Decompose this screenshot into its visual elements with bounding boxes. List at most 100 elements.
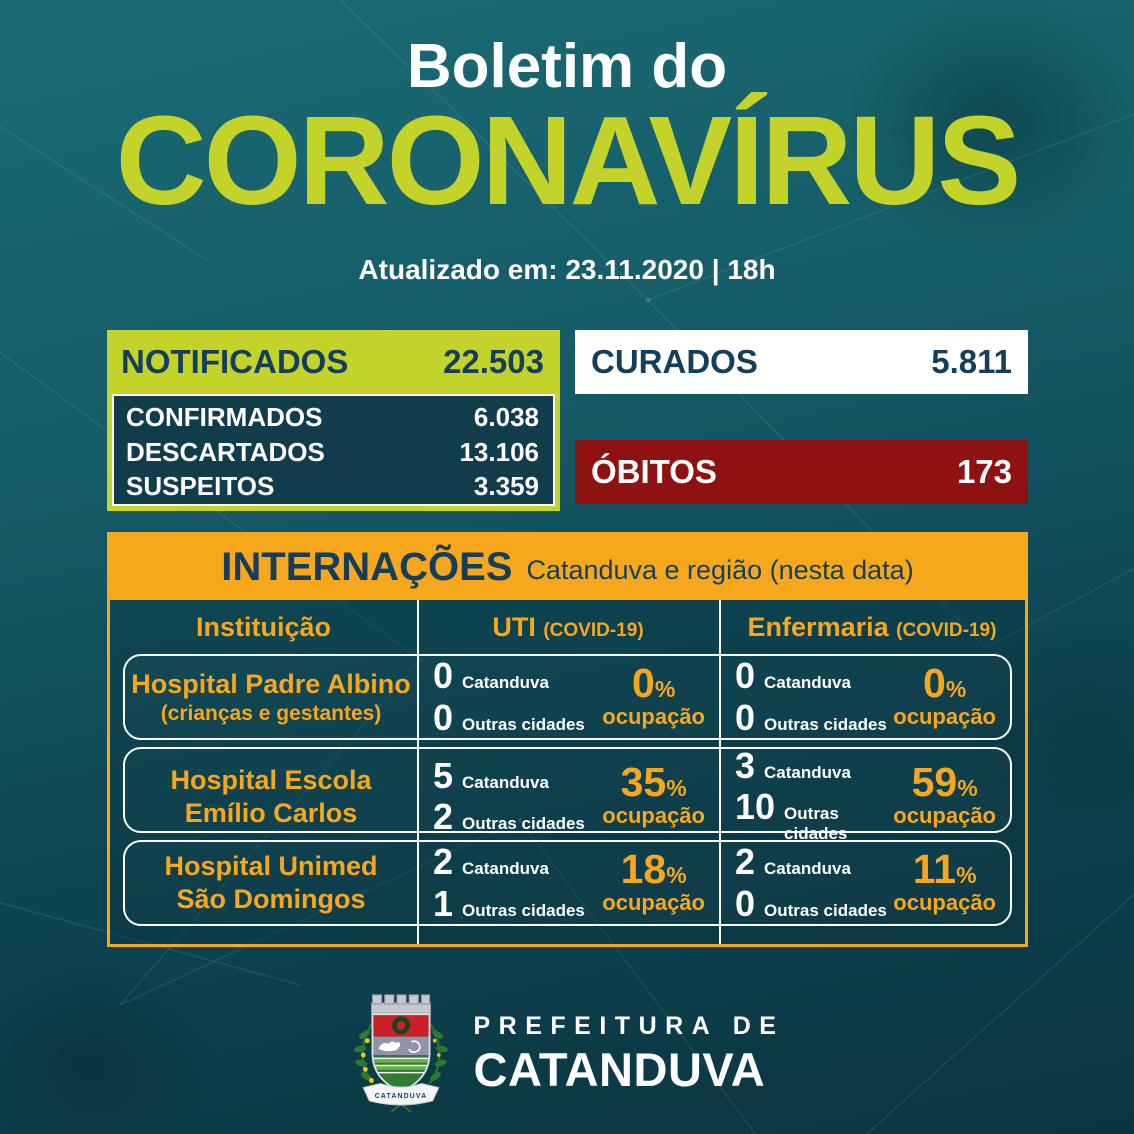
count-catanduva: 0 Catanduva — [433, 655, 585, 697]
occupancy-label: ocupação — [893, 703, 996, 729]
count-catanduva: 2 Catanduva — [433, 841, 585, 883]
enfermaria-counts: 0 Catanduva 0 Outras cidades — [735, 655, 887, 738]
column-header-enfermaria: Enfermaria (COVID-19) — [719, 612, 1025, 643]
obitos-value: 173 — [956, 453, 1012, 490]
table-row-hospital-unimed-sao-domingos: Hospital Unimed São Domingos 2 Catanduva… — [123, 840, 1012, 926]
obitos-panel: ÓBITOS 173 — [575, 440, 1028, 504]
enfermaria-counts: 3 Catanduva 10 Outras cidades — [735, 745, 893, 844]
count-label: Catanduva — [764, 763, 851, 782]
count-label: Catanduva — [462, 673, 549, 693]
count-outras-cidades: 2 Outras cidades — [433, 796, 585, 838]
occupancy-badge: 0% ocupação — [893, 662, 996, 730]
occupancy-label: ocupação — [602, 703, 705, 729]
breakdown-row-suspeitos: SUSPEITOS 3.359 — [126, 469, 539, 504]
notificados-label: NOTIFICADOS — [121, 343, 349, 380]
enfermaria-cell: 2 Catanduva 0 Outras cidades 11% ocupaçã… — [719, 842, 1010, 924]
catanduva-coat-of-arms-icon: CATANDUVA — [353, 993, 448, 1113]
count-value: 2 — [433, 796, 454, 838]
occupancy-badge: 35% ocupação — [602, 762, 705, 829]
occupancy-percent: 59 — [911, 759, 958, 806]
hospital-name: Hospital Unimed — [164, 851, 378, 882]
uti-counts: 2 Catanduva 1 Outras cidades — [433, 841, 585, 924]
breakdown-row-descartados: DESCARTADOS 13.106 — [126, 435, 539, 470]
occupancy-label: ocupação — [602, 803, 705, 829]
count-value: 0 — [735, 655, 756, 697]
percent-sign: % — [956, 861, 977, 888]
uti-cell: 5 Catanduva 2 Outras cidades 35% ocupaçã… — [417, 749, 719, 844]
count-label: Catanduva — [462, 859, 549, 879]
occupancy-label: ocupação — [893, 889, 996, 915]
bulletin-title-line1: Boletim do — [406, 32, 728, 101]
crest-banner-text: CATANDUVA — [374, 1092, 426, 1099]
column-header-note: (COVID-19) — [896, 619, 997, 641]
count-outras-cidades: 0 Outras cidades — [735, 696, 887, 738]
occupancy-percent: 11 — [912, 845, 957, 892]
count-value: 0 — [433, 655, 454, 697]
occupancy-badge: 11% ocupação — [893, 848, 996, 916]
occupancy-percent: 18 — [620, 845, 667, 892]
notificados-panel: NOTIFICADOS 22.503 CONFIRMADOS 6.038 DES… — [107, 330, 560, 511]
count-value: 0 — [735, 882, 756, 924]
column-header-label: UTI — [492, 611, 536, 642]
count-value: 2 — [735, 841, 756, 883]
breakdown-value: 3.359 — [473, 471, 539, 501]
count-catanduva: 0 Catanduva — [735, 655, 887, 697]
count-value: 2 — [433, 841, 454, 883]
count-label: Catanduva — [764, 859, 851, 879]
internacoes-subtitle: Catanduva e região (nesta data) — [526, 555, 914, 585]
enfermaria-counts: 2 Catanduva 0 Outras cidades — [735, 841, 887, 924]
breakdown-label: DESCARTADOS — [126, 436, 325, 467]
prefeitura-line2: CATANDUVA — [473, 1043, 766, 1096]
count-catanduva: 5 Catanduva — [433, 757, 585, 793]
prefeitura-wordmark: PREFEITURA DE CATANDUVA — [474, 1012, 785, 1097]
percent-sign: % — [666, 775, 687, 802]
enfermaria-cell: 0 Catanduva 0 Outras cidades 0% ocupação — [719, 656, 1010, 738]
footer: CATANDUVA PREFEITURA DE CATANDUVA — [0, 982, 1134, 1127]
updated-date-text: Atualizado em: 23.11.2020 | 18h — [358, 254, 776, 285]
count-label: Outras cidades — [462, 814, 585, 834]
notificados-header: NOTIFICADOS 22.503 — [107, 330, 560, 394]
count-value: 1 — [433, 882, 454, 924]
uti-cell: 0 Catanduva 0 Outras cidades 0% ocupação — [417, 656, 719, 738]
column-header-label: Instituição — [195, 611, 331, 642]
hospital-name-cell: Hospital Unimed São Domingos — [125, 842, 417, 924]
count-value: 0 — [735, 696, 756, 738]
count-outras-cidades: 0 Outras cidades — [433, 696, 585, 738]
count-label: Outras cidades — [764, 900, 887, 920]
occupancy-percent: 35 — [620, 759, 667, 806]
hospital-name: São Domingos — [176, 884, 366, 914]
internacoes-section: INTERNAÇÕES Catanduva e região (nesta da… — [107, 532, 1028, 947]
breakdown-label: CONFIRMADOS — [126, 402, 323, 432]
hospital-name: Emílio Carlos — [184, 797, 358, 828]
occupancy-percent: 0 — [923, 659, 946, 706]
count-outras-cidades: 0 Outras cidades — [735, 882, 887, 924]
internacoes-title: INTERNAÇÕES — [221, 545, 513, 589]
breakdown-row-confirmados: CONFIRMADOS 6.038 — [126, 400, 539, 435]
count-label: Catanduva — [462, 772, 549, 792]
count-value: 3 — [735, 745, 756, 786]
table-column-headers: Instituição UTI (COVID-19) Enfermaria (C… — [110, 600, 1025, 654]
count-value: 0 — [433, 696, 454, 738]
hospital-rows: Hospital Padre Albino (crianças e gestan… — [123, 654, 1012, 933]
occupancy-label: ocupação — [602, 889, 705, 915]
notificados-value: 22.503 — [443, 343, 544, 380]
column-divider — [719, 600, 721, 944]
occupancy-badge: 59% ocupação — [893, 762, 996, 829]
column-header-note: (COVID-19) — [543, 619, 644, 641]
occupancy-badge: 0% ocupação — [602, 662, 705, 730]
table-row-hospital-emilio-carlos: Hospital Escola Emílio Carlos 5 Catanduv… — [123, 747, 1012, 843]
count-catanduva: 3 Catanduva — [735, 745, 893, 786]
obitos-label: ÓBITOS — [591, 453, 717, 490]
curados-panel: CURADOS 5.811 — [575, 330, 1028, 394]
occupancy-badge: 18% ocupação — [602, 848, 705, 916]
uti-cell: 2 Catanduva 1 Outras cidades 18% ocupaçã… — [417, 842, 719, 924]
uti-counts: 5 Catanduva 2 Outras cidades — [433, 757, 585, 838]
table-row-hospital-padre-albino: Hospital Padre Albino (crianças e gestan… — [123, 654, 1012, 740]
hospital-name-cell: Hospital Escola Emílio Carlos — [125, 749, 417, 844]
curados-value: 5.811 — [931, 343, 1012, 380]
count-label: Catanduva — [764, 673, 851, 693]
column-header-label: Enfermaria — [747, 611, 889, 642]
occupancy-label: ocupação — [893, 803, 996, 829]
count-value: 10 — [735, 786, 776, 828]
